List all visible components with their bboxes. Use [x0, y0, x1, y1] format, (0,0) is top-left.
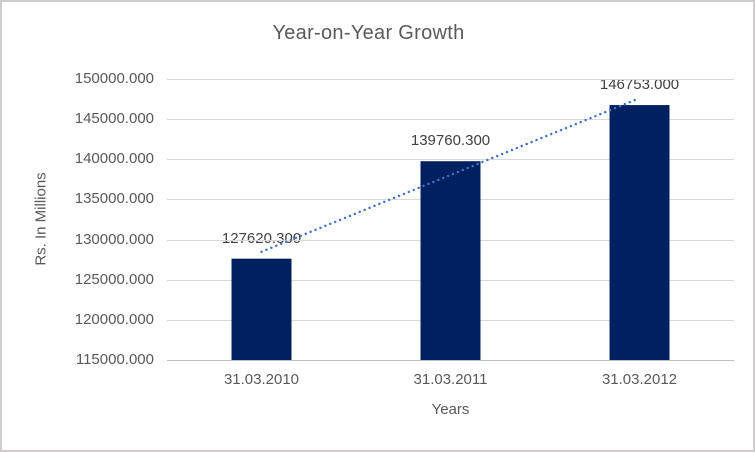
data-label: 127620.300 — [221, 229, 302, 247]
y-tick-label: 150000.000 — [74, 70, 154, 87]
bar-31.03.2012 — [609, 105, 670, 360]
x-tick-label: 31.03.2011 — [413, 371, 488, 388]
y-tick-label: 145000.000 — [74, 110, 154, 128]
y-tick-label: 135000.000 — [74, 190, 154, 208]
trendline — [260, 96, 641, 253]
y-tick-label: 125000.000 — [74, 270, 154, 288]
x-tick-label: 31.03.2010 — [223, 371, 300, 388]
bar-31.03.2011 — [420, 161, 481, 360]
y-tick-label: 115000.000 — [75, 351, 154, 368]
x-tick-label: 31.03.2012 — [601, 371, 678, 388]
y-tick-label: 140000.000 — [74, 150, 154, 168]
data-label: 146753.000 — [599, 76, 680, 94]
data-label: 139760.300 — [410, 132, 491, 150]
bar-31.03.2010 — [231, 258, 292, 360]
y-tick-label: 120000.000 — [74, 310, 154, 328]
chart-title: Year-on-Year Growth — [272, 22, 465, 44]
y-tick-label: 130000.000 — [74, 230, 154, 248]
x-axis-title: Years — [431, 401, 470, 418]
